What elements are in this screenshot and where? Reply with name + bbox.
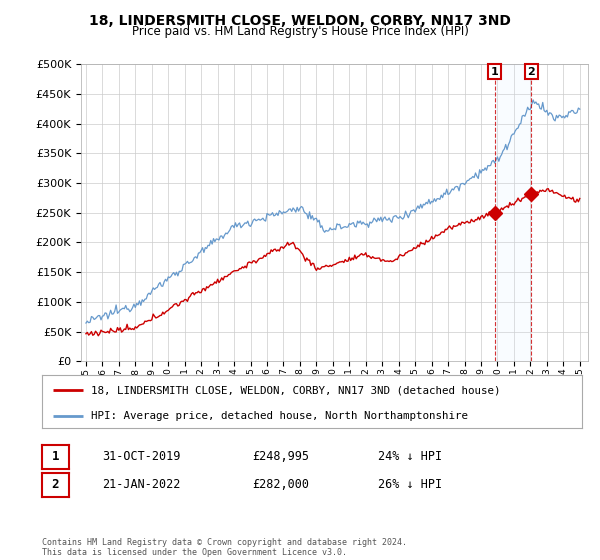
Text: £282,000: £282,000 [252, 478, 309, 491]
Text: 31-OCT-2019: 31-OCT-2019 [102, 450, 181, 463]
Text: 26% ↓ HPI: 26% ↓ HPI [378, 478, 442, 491]
Text: Contains HM Land Registry data © Crown copyright and database right 2024.
This d: Contains HM Land Registry data © Crown c… [42, 538, 407, 557]
Text: 2: 2 [527, 67, 535, 77]
Text: £248,995: £248,995 [252, 450, 309, 463]
Text: 18, LINDERSMITH CLOSE, WELDON, CORBY, NN17 3ND: 18, LINDERSMITH CLOSE, WELDON, CORBY, NN… [89, 14, 511, 28]
Text: Price paid vs. HM Land Registry's House Price Index (HPI): Price paid vs. HM Land Registry's House … [131, 25, 469, 38]
Text: 21-JAN-2022: 21-JAN-2022 [102, 478, 181, 491]
Text: HPI: Average price, detached house, North Northamptonshire: HPI: Average price, detached house, Nort… [91, 410, 467, 421]
Bar [494, 64, 531, 361]
Text: 24% ↓ HPI: 24% ↓ HPI [378, 450, 442, 463]
Text: 1: 1 [491, 67, 499, 77]
Text: 2: 2 [52, 478, 59, 492]
Text: 18, LINDERSMITH CLOSE, WELDON, CORBY, NN17 3ND (detached house): 18, LINDERSMITH CLOSE, WELDON, CORBY, NN… [91, 385, 500, 395]
Text: 1: 1 [52, 450, 59, 464]
